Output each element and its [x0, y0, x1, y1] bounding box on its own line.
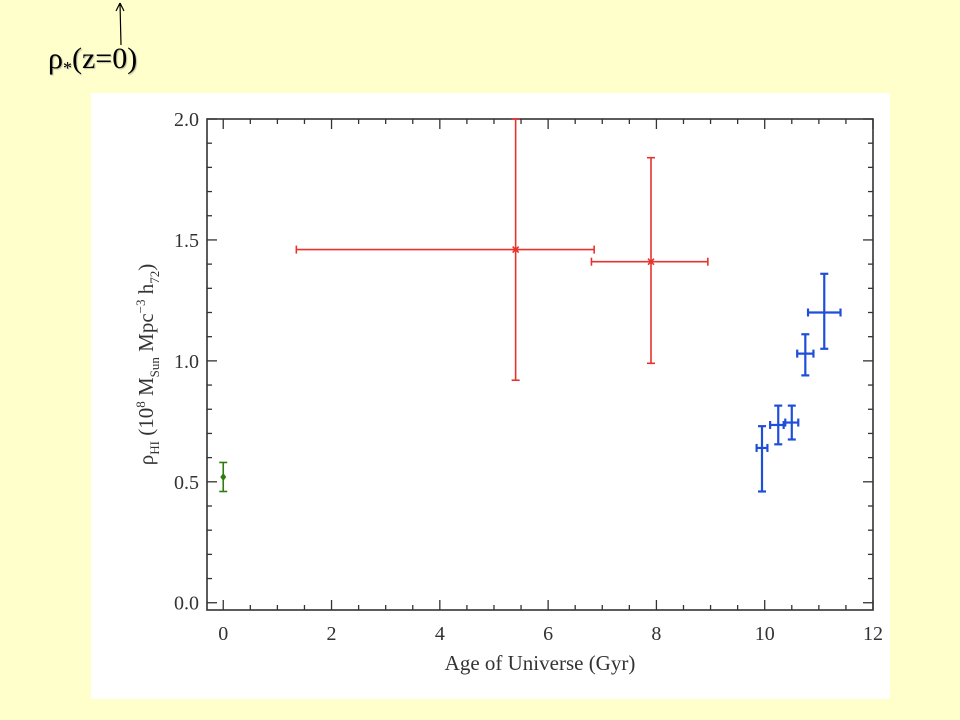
ylabel-sub-hi: HI [147, 441, 162, 455]
series-series_red [295, 118, 709, 382]
ylabel-part6: ) [134, 264, 158, 271]
rho-star-z0-annotation: ρ*(z=0) [48, 42, 138, 78]
chart: 0 2 4 6 8 10 12 0.0 0.5 1.0 1.5 2.0 Age of Universe… [133, 109, 883, 675]
data-point [796, 333, 815, 377]
annotation-text: (z=0) [71, 42, 138, 75]
y-tick-label: 2.0 [174, 109, 199, 131]
data-point [769, 404, 785, 446]
series-series_blue [755, 272, 842, 493]
ylabel-part3: M [134, 377, 158, 401]
plot-panel: 0 2 4 6 8 10 12 0.0 0.5 1.0 1.5 2.0 Age of Universe… [91, 93, 890, 699]
data-point [295, 118, 595, 382]
ylabel-sub-sun: Sun [147, 357, 162, 378]
data-point [590, 156, 709, 365]
x-tick-label: 4 [435, 623, 445, 645]
x-tick-label: 12 [863, 623, 883, 645]
axes-frame [206, 118, 874, 611]
diamond-marker [220, 472, 227, 481]
ylabel-part4: Mpc [134, 313, 158, 357]
y-tick-label: 0.0 [174, 593, 199, 615]
data-point [755, 425, 769, 493]
up-arrow-icon [115, 2, 125, 46]
ylabel-sub-72: 72 [147, 271, 162, 284]
data-point [806, 272, 842, 350]
x-tick-label: 8 [651, 623, 661, 645]
asterisk-marker [512, 246, 520, 254]
y-axis-title: ρHI (108 MSun Mpc−3 h72) [133, 264, 162, 465]
annotation-rho: ρ [48, 42, 63, 75]
ylabel-part5: h [134, 283, 158, 299]
plot-frame [206, 118, 874, 611]
x-tick-label: 2 [327, 623, 337, 645]
ylabel-sup-8: 8 [133, 401, 148, 408]
x-tick-label: 0 [218, 623, 228, 645]
data-series [219, 118, 842, 493]
data-point [784, 404, 800, 441]
ylabel-rho: ρ [134, 455, 158, 465]
y-tick-label: 1.0 [174, 351, 199, 373]
data-point [219, 461, 228, 493]
x-tick-label: 10 [755, 623, 775, 645]
ylabel-sup-minus3: −3 [133, 300, 148, 314]
x-tick-label: 6 [543, 623, 553, 645]
series-series_green [219, 461, 228, 493]
asterisk-marker [647, 258, 655, 266]
annotation-star: * [62, 58, 72, 78]
axis-ticks: 0 2 4 6 8 10 12 0.0 0.5 1.0 1.5 2.0 [174, 109, 883, 645]
ylabel-part2: (10 [134, 408, 158, 441]
y-tick-label: 1.5 [174, 230, 199, 252]
y-tick-label: 0.5 [174, 472, 199, 494]
x-axis-title: Age of Universe (Gyr) [445, 651, 636, 675]
